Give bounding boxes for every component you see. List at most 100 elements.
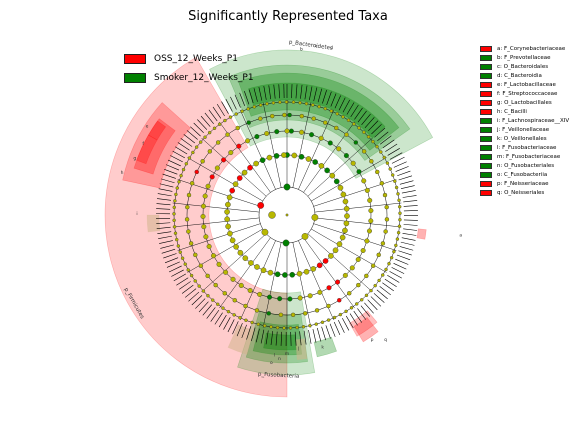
genus-node [203,135,207,139]
leaf-tick [208,109,218,122]
family-node [207,149,213,154]
genus-node [223,118,227,123]
genus-node [295,325,299,330]
leaf-tick [317,88,323,103]
leaf-tick [160,178,175,184]
taxa-legend-entry: e: F_Lactobacillaceae [480,80,569,89]
family-node [344,132,349,137]
class-node [266,154,273,161]
legend-swatch [124,72,146,83]
leaf-tick [300,84,303,99]
leaf-tick [373,293,385,303]
leaf-tick [367,299,378,311]
leaf-tick [163,253,177,259]
genus-node [212,126,217,131]
genus-node [329,109,334,113]
leaf-tick [158,235,172,239]
clade-key-label: f [142,141,144,147]
radial-branch [240,109,276,190]
leaf-tick [313,87,318,102]
leaf-tick [395,166,409,172]
class-node [227,230,233,237]
leaf-tick [168,265,182,273]
family-node [205,273,210,279]
leaf-tick [263,86,267,100]
leaf-tick [206,307,216,319]
genus-node [389,255,394,260]
leaf-tick [176,277,189,286]
class-node [342,198,349,205]
genus-node [385,161,390,165]
class-node [281,152,287,158]
genus-node [197,284,201,288]
order-node [254,134,260,140]
leaf-tick [387,148,400,156]
order-node [245,138,251,144]
family-node [194,169,199,175]
leaf-tick [268,85,272,100]
family-node [185,204,190,210]
family-node [379,181,385,186]
genus-node [216,302,220,306]
phylum-node [301,233,309,240]
leaf-tick [389,152,403,160]
class-node [233,243,239,250]
clade-key-label: a [459,233,462,238]
leaf-tick [234,94,241,108]
leaf-tick [402,195,417,198]
family-node [188,241,194,246]
family-node [243,303,248,309]
order-node [309,132,315,138]
leaf-tick [191,295,203,306]
family-node [270,113,275,119]
taxa-label: o: C_Fusobacteriia [497,171,548,178]
clade-sector-p [353,317,379,343]
genus-node [232,313,236,317]
genus-node [397,224,402,228]
phylum-node [282,239,290,247]
clade-key-label: q [384,338,387,343]
taxa-legend-entry: m: F_Fusobacteriaceae [480,152,569,161]
class-node [298,153,305,160]
family-node [189,181,195,186]
radial-branch [314,202,402,213]
class-node [322,258,329,264]
genus-node [371,139,375,144]
clade-sector-e [148,120,167,141]
order-node [297,295,303,301]
leaf-tick [156,198,171,201]
leaf-tick [294,331,297,346]
leaf-tick [345,315,354,329]
order-node [335,279,341,285]
class-node [241,169,248,176]
taxa-swatch [480,162,492,169]
leaf-tick [309,86,313,101]
class-node [312,159,318,165]
leaf-tick [165,164,180,171]
clade-key-label: e [146,125,149,130]
leaf-tick [295,84,298,99]
class-node [253,160,259,167]
class-node [267,269,274,276]
leaf-tick [391,267,405,274]
leaf-tick [275,331,278,346]
genus-node [193,279,197,283]
leaf-tick [258,86,263,101]
leaf-tick [399,246,414,251]
genus-node [366,135,371,139]
leaf-tick [329,323,336,337]
genus-node [177,180,181,184]
class-node [289,271,296,278]
leaf-tick [180,138,193,147]
leaf-tick [377,131,389,141]
genus-node [352,122,356,126]
class-node [229,187,235,194]
taxa-swatch [480,63,492,70]
tree-nodes [172,100,402,330]
legend-label: Smoker_12_Weeks_P1 [154,72,254,83]
taxa-label: g: O_Lactobacillales [497,99,552,106]
clade-sector-phylum-firmicutes [104,56,288,398]
taxa-legend-entry: f: F_Streptococcaceae [480,89,569,98]
phylum-label-fusobacteria: p_Fusobacteria [258,372,300,380]
order-node [349,265,355,271]
